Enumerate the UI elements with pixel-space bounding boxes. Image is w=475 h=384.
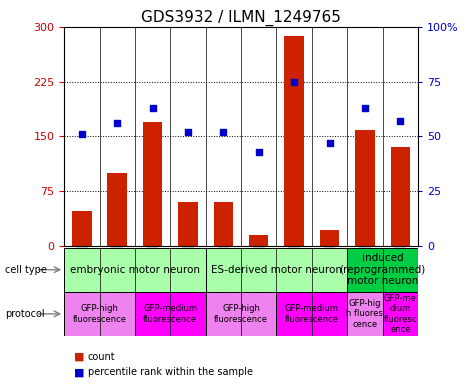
Text: GFP-high
fluorescence: GFP-high fluorescence xyxy=(214,304,268,324)
Bar xyxy=(72,212,92,246)
Bar xyxy=(390,147,410,246)
Text: GFP-me
dium
fluoresc
ence: GFP-me dium fluoresc ence xyxy=(383,294,417,334)
Bar xyxy=(206,292,276,336)
Bar xyxy=(64,292,135,336)
Bar xyxy=(355,131,375,246)
Text: GFP-medium
fluorescence: GFP-medium fluorescence xyxy=(143,304,197,324)
Text: ■: ■ xyxy=(74,367,84,377)
Text: induced
(reprogrammed)
motor neuron: induced (reprogrammed) motor neuron xyxy=(340,253,426,286)
Text: ES-derived motor neuron: ES-derived motor neuron xyxy=(211,265,342,275)
Bar xyxy=(276,292,347,336)
Point xyxy=(290,79,298,85)
Text: embryonic motor neuron: embryonic motor neuron xyxy=(70,265,200,275)
Point xyxy=(149,105,156,111)
Text: protocol: protocol xyxy=(5,309,44,319)
Bar xyxy=(206,248,347,292)
Text: GFP-high
fluorescence: GFP-high fluorescence xyxy=(73,304,126,324)
Point xyxy=(114,120,121,126)
Title: GDS3932 / ILMN_1249765: GDS3932 / ILMN_1249765 xyxy=(141,9,341,25)
Text: percentile rank within the sample: percentile rank within the sample xyxy=(88,367,253,377)
Bar xyxy=(135,292,206,336)
Bar xyxy=(143,122,162,246)
Text: GFP-hig
h fluores
cence: GFP-hig h fluores cence xyxy=(346,299,383,329)
Text: cell type: cell type xyxy=(5,265,47,275)
Bar xyxy=(107,173,127,246)
Point xyxy=(184,129,192,135)
Bar xyxy=(383,292,418,336)
Point xyxy=(255,149,263,155)
Point xyxy=(78,131,86,137)
Point xyxy=(397,118,404,124)
Bar xyxy=(320,230,339,246)
Bar xyxy=(285,36,304,246)
Point xyxy=(361,105,369,111)
Text: count: count xyxy=(88,352,115,362)
Text: GFP-medium
fluorescence: GFP-medium fluorescence xyxy=(285,304,339,324)
Bar xyxy=(347,248,418,292)
Bar xyxy=(214,202,233,246)
Bar xyxy=(178,202,198,246)
Bar xyxy=(64,248,206,292)
Bar xyxy=(249,235,268,246)
Text: ■: ■ xyxy=(74,352,84,362)
Point xyxy=(326,140,333,146)
Bar xyxy=(347,292,383,336)
Point xyxy=(219,129,227,135)
